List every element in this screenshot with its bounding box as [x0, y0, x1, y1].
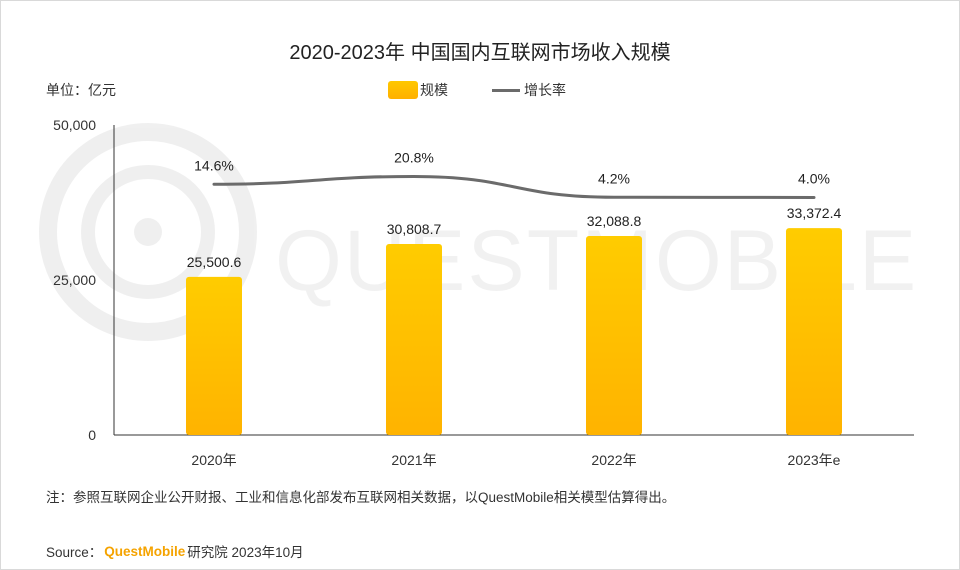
- legend-bar-label: 规模: [420, 82, 448, 98]
- y-tick-label: 50,000: [53, 117, 96, 133]
- growth-rate-label: 20.8%: [394, 150, 434, 166]
- x-tick-label: 2022年: [591, 452, 636, 468]
- bar-value-label: 25,500.6: [187, 254, 242, 270]
- x-tick-label: 2023年e: [788, 452, 841, 468]
- y-tick-label: 25,000: [53, 272, 96, 288]
- y-tick-label: 0: [88, 427, 96, 443]
- legend: 规模 增长率: [388, 80, 566, 100]
- legend-bar-swatch: [388, 81, 418, 99]
- growth-rate-label: 14.6%: [194, 157, 234, 173]
- x-tick-label: 2021年: [391, 452, 436, 468]
- bar-3: [586, 236, 642, 435]
- growth-rate-label: 4.0%: [798, 171, 830, 187]
- growth-rate-label: 4.2%: [598, 170, 630, 186]
- source-line: Source： QuestMobile 研究院 2023年10月: [46, 541, 304, 561]
- source-prefix: Source：: [46, 545, 103, 560]
- bar-4: [786, 228, 842, 435]
- bar-value-label: 33,372.4: [787, 205, 842, 221]
- growth-rate-line: [212, 174, 816, 199]
- footnote: 注：参照互联网企业公开财报、工业和信息化部发布互联网相关数据，以QuestMob…: [46, 490, 676, 505]
- unit-label: 单位：亿元: [46, 82, 116, 98]
- bar-1: [186, 276, 242, 435]
- bar-value-label: 30,808.7: [387, 221, 442, 237]
- chart-title: 2020-2023年 中国国内互联网市场收入规模: [289, 42, 671, 64]
- bar-value-label: 32,088.8: [587, 213, 642, 229]
- source-suffix: 研究院 2023年10月: [187, 545, 304, 560]
- legend-line-label: 增长率: [524, 82, 566, 98]
- legend-line-swatch: [492, 88, 520, 92]
- x-tick-label: 2020年: [191, 452, 236, 468]
- source-brand: QuestMobile: [104, 543, 186, 559]
- bar-2: [386, 243, 442, 435]
